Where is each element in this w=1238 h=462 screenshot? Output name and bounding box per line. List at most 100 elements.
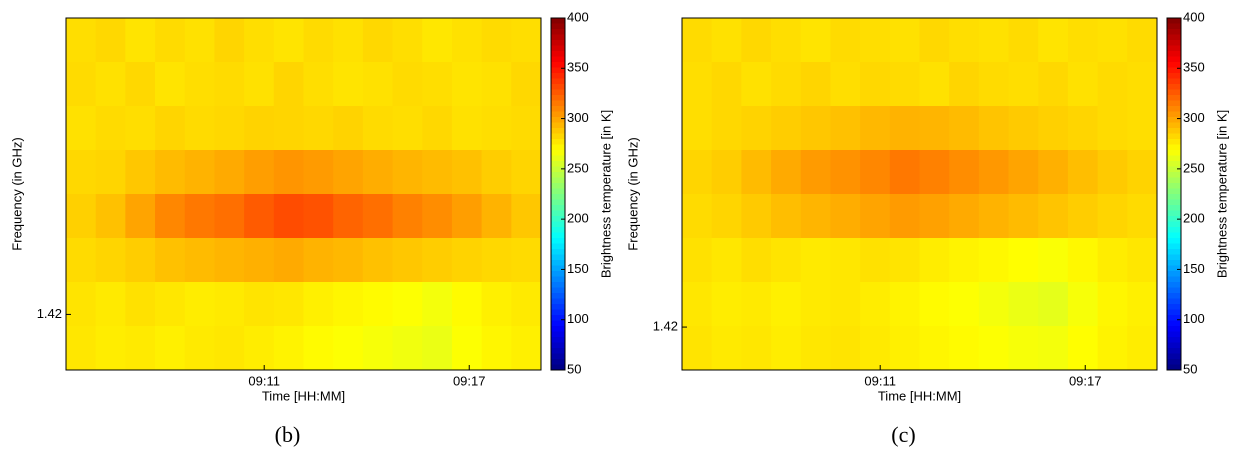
- heatmap-cell: [244, 106, 275, 151]
- heatmap-cell: [771, 62, 802, 107]
- colorbar-swatch: [551, 293, 565, 299]
- colorbar-swatch: [551, 199, 565, 206]
- x-tick-label: 09:11: [248, 373, 280, 388]
- heatmap-cell: [392, 282, 423, 327]
- heatmap-cell: [771, 282, 802, 327]
- heatmap-cell: [919, 326, 950, 371]
- colorbar-swatch: [1167, 254, 1181, 261]
- heatmap-cell: [1008, 62, 1039, 107]
- heatmap-cell: [214, 62, 245, 107]
- panel-caption: (b): [275, 422, 301, 447]
- colorbar-swatch: [1167, 216, 1181, 222]
- heatmap-cell: [978, 150, 1010, 195]
- colorbar-swatch: [551, 342, 565, 349]
- colorbar-swatch: [1167, 287, 1181, 294]
- colorbar-tick-label: 400: [567, 9, 589, 24]
- heatmap-cell: [919, 106, 950, 151]
- colorbar-swatch: [1167, 73, 1181, 79]
- heatmap-cell: [481, 18, 512, 63]
- heatmap-cell: [1097, 282, 1128, 327]
- heatmap-cell: [451, 150, 483, 195]
- heatmap-cell: [1038, 238, 1069, 283]
- heatmap-cell: [184, 150, 215, 195]
- heatmap-cell: [214, 106, 245, 151]
- heatmap-cell: [741, 194, 772, 239]
- heatmap-cell: [800, 62, 831, 107]
- heatmap-cell: [66, 62, 97, 107]
- heatmap-cell: [1067, 282, 1099, 327]
- heatmap-cell: [860, 18, 891, 63]
- colorbar-swatch: [551, 67, 565, 74]
- colorbar-swatch: [1167, 100, 1181, 107]
- heatmap-cell: [481, 62, 512, 107]
- colorbar-swatch: [551, 304, 565, 310]
- heatmap-cell: [362, 62, 394, 107]
- y-axis-label: Frequency (in GHz): [625, 137, 640, 250]
- heatmap-cell: [273, 282, 304, 327]
- heatmap-cell: [919, 282, 950, 327]
- heatmap-cell: [830, 238, 861, 283]
- heatmap-cell: [1067, 238, 1099, 283]
- heatmap-cell: [949, 150, 980, 195]
- heatmap-cell: [511, 18, 542, 63]
- heatmap-cell: [1127, 238, 1158, 283]
- heatmap-cell: [860, 106, 891, 151]
- heatmap-cell: [978, 18, 1010, 63]
- heatmap-cell: [66, 106, 97, 151]
- heatmap-cell: [860, 326, 891, 371]
- heatmap-cell: [800, 18, 831, 63]
- colorbar-swatch: [551, 161, 565, 167]
- heatmap-cell: [682, 326, 713, 371]
- colorbar-swatch: [1167, 194, 1181, 200]
- colorbar-swatch: [1167, 342, 1181, 349]
- heatmap-cell: [273, 18, 304, 63]
- colorbar-swatch: [551, 298, 565, 305]
- heatmap-cell: [125, 18, 156, 63]
- colorbar-swatch: [551, 78, 565, 85]
- heatmap-cell: [949, 18, 980, 63]
- heatmap-cell: [771, 106, 802, 151]
- heatmap-cell: [362, 194, 394, 239]
- heatmap-cell: [95, 106, 126, 151]
- x-tick-label: 09:17: [1069, 373, 1102, 388]
- heatmap-cell: [1008, 194, 1039, 239]
- heatmap-cell: [155, 62, 186, 107]
- heatmap-cell: [273, 150, 304, 195]
- heatmap-cell: [244, 62, 275, 107]
- x-tick-label: 09:11: [864, 373, 896, 388]
- heatmap-cell: [511, 194, 542, 239]
- heatmap-cell: [682, 62, 713, 107]
- colorbar-swatch: [551, 183, 565, 189]
- colorbar-tick-label: 150: [567, 261, 589, 276]
- heatmap-cell: [741, 238, 772, 283]
- heatmap-cell: [1127, 326, 1158, 371]
- heatmap-cell: [949, 282, 980, 327]
- heatmap-cell: [949, 238, 980, 283]
- heatmap-cell: [333, 282, 364, 327]
- heatmap-cell: [682, 150, 713, 195]
- heatmap-cell: [1097, 18, 1128, 63]
- heatmap-cell: [155, 106, 186, 151]
- heatmap-cell: [392, 62, 423, 107]
- heatmap-cell: [1008, 238, 1039, 283]
- heatmap-cell: [711, 18, 742, 63]
- heatmap-cell: [919, 62, 950, 107]
- heatmap-cell: [1038, 62, 1069, 107]
- heatmap-cell: [244, 282, 275, 327]
- heatmap-cell: [511, 282, 542, 327]
- heatmap-cell: [362, 238, 394, 283]
- colorbar-swatch: [551, 359, 565, 365]
- heatmap-cell: [771, 194, 802, 239]
- colorbar-swatch: [1167, 210, 1181, 217]
- heatmap-cell: [422, 326, 453, 371]
- heatmap-cell: [889, 106, 920, 151]
- heatmap-cell: [741, 62, 772, 107]
- colorbar-swatch: [551, 276, 565, 283]
- heatmap-cell: [362, 282, 394, 327]
- colorbar-swatch: [551, 337, 565, 343]
- heatmap-cell: [273, 62, 304, 107]
- colorbar-swatch: [551, 265, 565, 272]
- heatmap-cell: [95, 18, 126, 63]
- heatmap-cell: [1008, 150, 1039, 195]
- heatmap-cell: [244, 326, 275, 371]
